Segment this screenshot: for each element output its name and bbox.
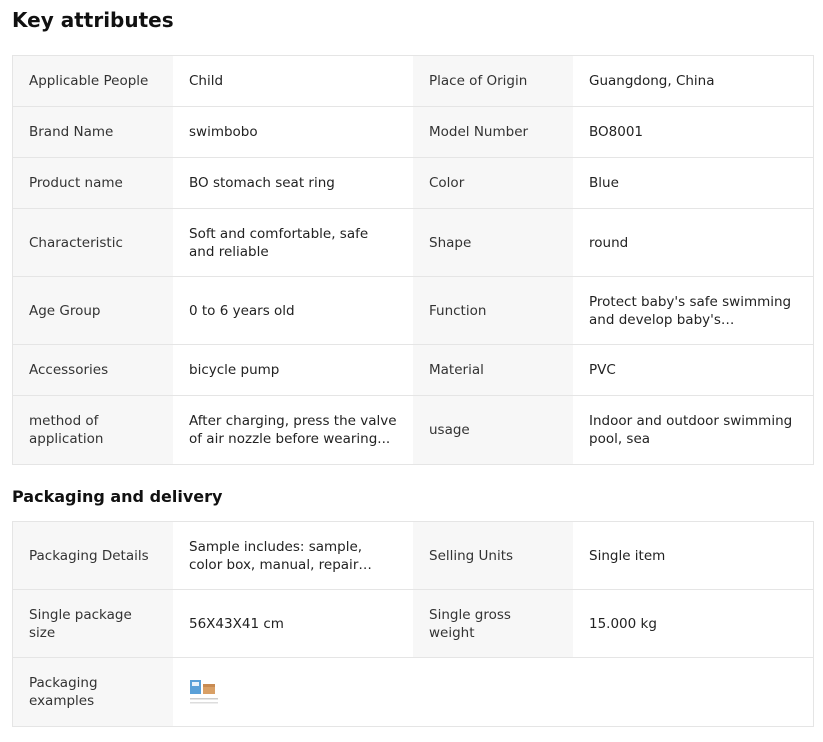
value-text: bicycle pump [189,362,280,378]
value-text: Sample includes: sample, color box, manu… [189,538,363,573]
attribute-row: Packaging Details Sample includes: sample… [12,521,814,590]
label-text: Single gross weight [429,606,511,641]
label-text: usage [429,422,470,438]
attribute-label: Selling Units [413,521,573,590]
attribute-table: Applicable People Child Place of Origin Gua… [12,55,814,465]
attribute-value: Protect baby's safe swimming and develop… [573,276,814,345]
label-text: Function [429,302,487,319]
packaging-image[interactable] [189,678,221,706]
attribute-value: BO8001 [573,106,814,158]
attribute-value: Indoor and outdoor swimming pool, sea [573,395,814,465]
value-text: Soft and comfortable, safe and reliable [189,225,369,260]
attribute-row: Age Group 0 to 6 years old Function Protect… [12,276,814,345]
image-cell [173,657,814,727]
label-text: Material [429,362,484,378]
attribute-label: Brand Name [12,106,173,158]
attribute-value: bicycle pump [173,344,413,396]
value-text: Blue [589,175,619,191]
value-text: round [589,234,629,251]
value-text: Guangdong, China [589,73,715,89]
attribute-row: Packaging examples [12,657,814,727]
label-text: Packaging examples [29,675,98,709]
value-text: 0 to 6 years old [189,302,295,319]
value-text: BO stomach seat ring [189,175,335,191]
value-text: Protect baby's safe swimming and develop… [589,293,792,328]
value-text: After charging, press the valve of air n… [189,413,397,447]
attribute-row: Accessories bicycle pump Material PVC [12,344,814,396]
attribute-label: Packaging Details [12,521,173,590]
attribute-value: round [573,208,814,277]
value-text: swimbobo [189,124,258,140]
value-text: Child [189,73,224,89]
attribute-value: BO stomach seat ring [173,157,413,209]
attribute-label: Single package size [12,589,173,658]
attribute-label: method of application [12,395,173,465]
attribute-row: Characteristic Soft and comfortable, safe… [12,208,814,277]
attribute-label: usage [413,395,573,465]
label-text: Color [429,175,465,191]
value-text: BO8001 [589,124,644,140]
attribute-row: Product name BO stomach seat ring Color Blu… [12,157,814,209]
label-text: Brand Name [29,124,114,140]
label-text: Single package size [29,606,132,641]
attribute-label: Accessories [12,344,173,396]
value-text: 56X43X41 cm [189,615,284,632]
attribute-value: Soft and comfortable, safe and reliable [173,208,413,277]
attribute-label: Characteristic [12,208,173,277]
attribute-value: swimbobo [173,106,413,158]
attribute-value: After charging, press the valve of air n… [173,395,413,465]
label-text: Product name [29,175,123,191]
label-text: Shape [429,234,472,251]
attribute-label: Product name [12,157,173,209]
attribute-value: Sample includes: sample, color box, manu… [173,521,413,590]
attribute-row: Single package size 56X43X41 cm Single gro… [12,589,814,658]
attribute-value: PVC [573,344,814,396]
attribute-label: Color [413,157,573,209]
attribute-label: Material [413,344,573,396]
label-text: Packaging Details [29,547,149,564]
attribute-value: 0 to 6 years old [173,276,413,345]
attribute-label: Packaging examples [12,657,173,727]
attribute-table: Packaging Details Sample includes: sample… [12,521,814,727]
section-title: Key attributes [12,8,174,32]
attribute-row: Applicable People Child Place of Origin Gua… [12,55,814,107]
attribute-label: Shape [413,208,573,277]
attribute-value: Blue [573,157,814,209]
attribute-row: method of application After charging, pre… [12,395,814,465]
attribute-label: Model Number [413,106,573,158]
label-text: Applicable People [29,73,149,89]
attribute-value: 56X43X41 cm [173,589,413,658]
attribute-value: Child [173,55,413,107]
label-text: Age Group [29,302,101,319]
attribute-value: 15.000 kg [573,589,814,658]
attribute-value: Guangdong, China [573,55,814,107]
value-text: Single item [589,547,666,564]
attribute-row: Brand Name swimbobo Model Number BO8001 [12,106,814,158]
label-text: Model Number [429,124,529,140]
attribute-value: Single item [573,521,814,590]
value-text: 15.000 kg [589,615,657,632]
value-text: Indoor and outdoor swimming pool, sea [589,413,793,447]
label-text: Accessories [29,362,109,378]
value-text: PVC [589,362,616,378]
label-text: method of application [29,413,104,447]
section-title: Packaging and delivery [12,487,223,506]
attribute-label: Applicable People [12,55,173,107]
attribute-label: Place of Origin [413,55,573,107]
label-text: Characteristic [29,234,123,251]
attribute-label: Age Group [12,276,173,345]
label-text: Selling Units [429,547,514,564]
attribute-label: Single gross weight [413,589,573,658]
label-text: Place of Origin [429,73,528,89]
attribute-label: Function [413,276,573,345]
